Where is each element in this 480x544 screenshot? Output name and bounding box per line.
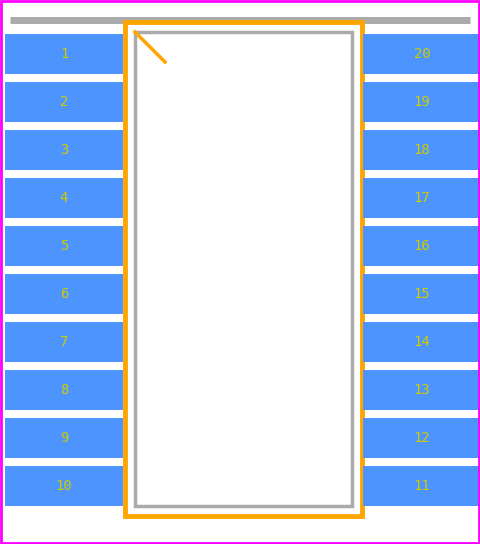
Bar <box>5 34 123 74</box>
Text: 7: 7 <box>60 335 68 349</box>
Text: 3: 3 <box>60 143 68 157</box>
Text: 17: 17 <box>414 191 431 205</box>
Bar <box>363 226 480 266</box>
Text: 16: 16 <box>414 239 431 253</box>
Bar <box>5 466 123 506</box>
Bar <box>363 466 480 506</box>
Text: 10: 10 <box>56 479 72 493</box>
Bar <box>363 130 480 170</box>
Bar <box>363 82 480 122</box>
Text: 13: 13 <box>414 383 431 397</box>
Bar <box>5 226 123 266</box>
Text: 9: 9 <box>60 431 68 445</box>
Bar <box>5 274 123 314</box>
Bar <box>363 34 480 74</box>
Text: 5: 5 <box>60 239 68 253</box>
Text: 1: 1 <box>60 47 68 61</box>
Text: 2: 2 <box>60 95 68 109</box>
Bar <box>5 82 123 122</box>
Bar <box>5 322 123 362</box>
Text: 15: 15 <box>414 287 431 301</box>
Text: 20: 20 <box>414 47 431 61</box>
Text: 11: 11 <box>414 479 431 493</box>
Bar <box>363 274 480 314</box>
Text: 19: 19 <box>414 95 431 109</box>
Bar <box>5 370 123 410</box>
Bar <box>5 418 123 458</box>
Bar <box>125 22 362 516</box>
Bar <box>363 322 480 362</box>
Text: 8: 8 <box>60 383 68 397</box>
Bar <box>5 130 123 170</box>
Text: 12: 12 <box>414 431 431 445</box>
Bar <box>363 178 480 218</box>
Text: 18: 18 <box>414 143 431 157</box>
Bar <box>363 370 480 410</box>
Bar <box>5 178 123 218</box>
Bar <box>135 32 352 506</box>
Text: 4: 4 <box>60 191 68 205</box>
Text: 6: 6 <box>60 287 68 301</box>
Text: 14: 14 <box>414 335 431 349</box>
Bar <box>363 418 480 458</box>
